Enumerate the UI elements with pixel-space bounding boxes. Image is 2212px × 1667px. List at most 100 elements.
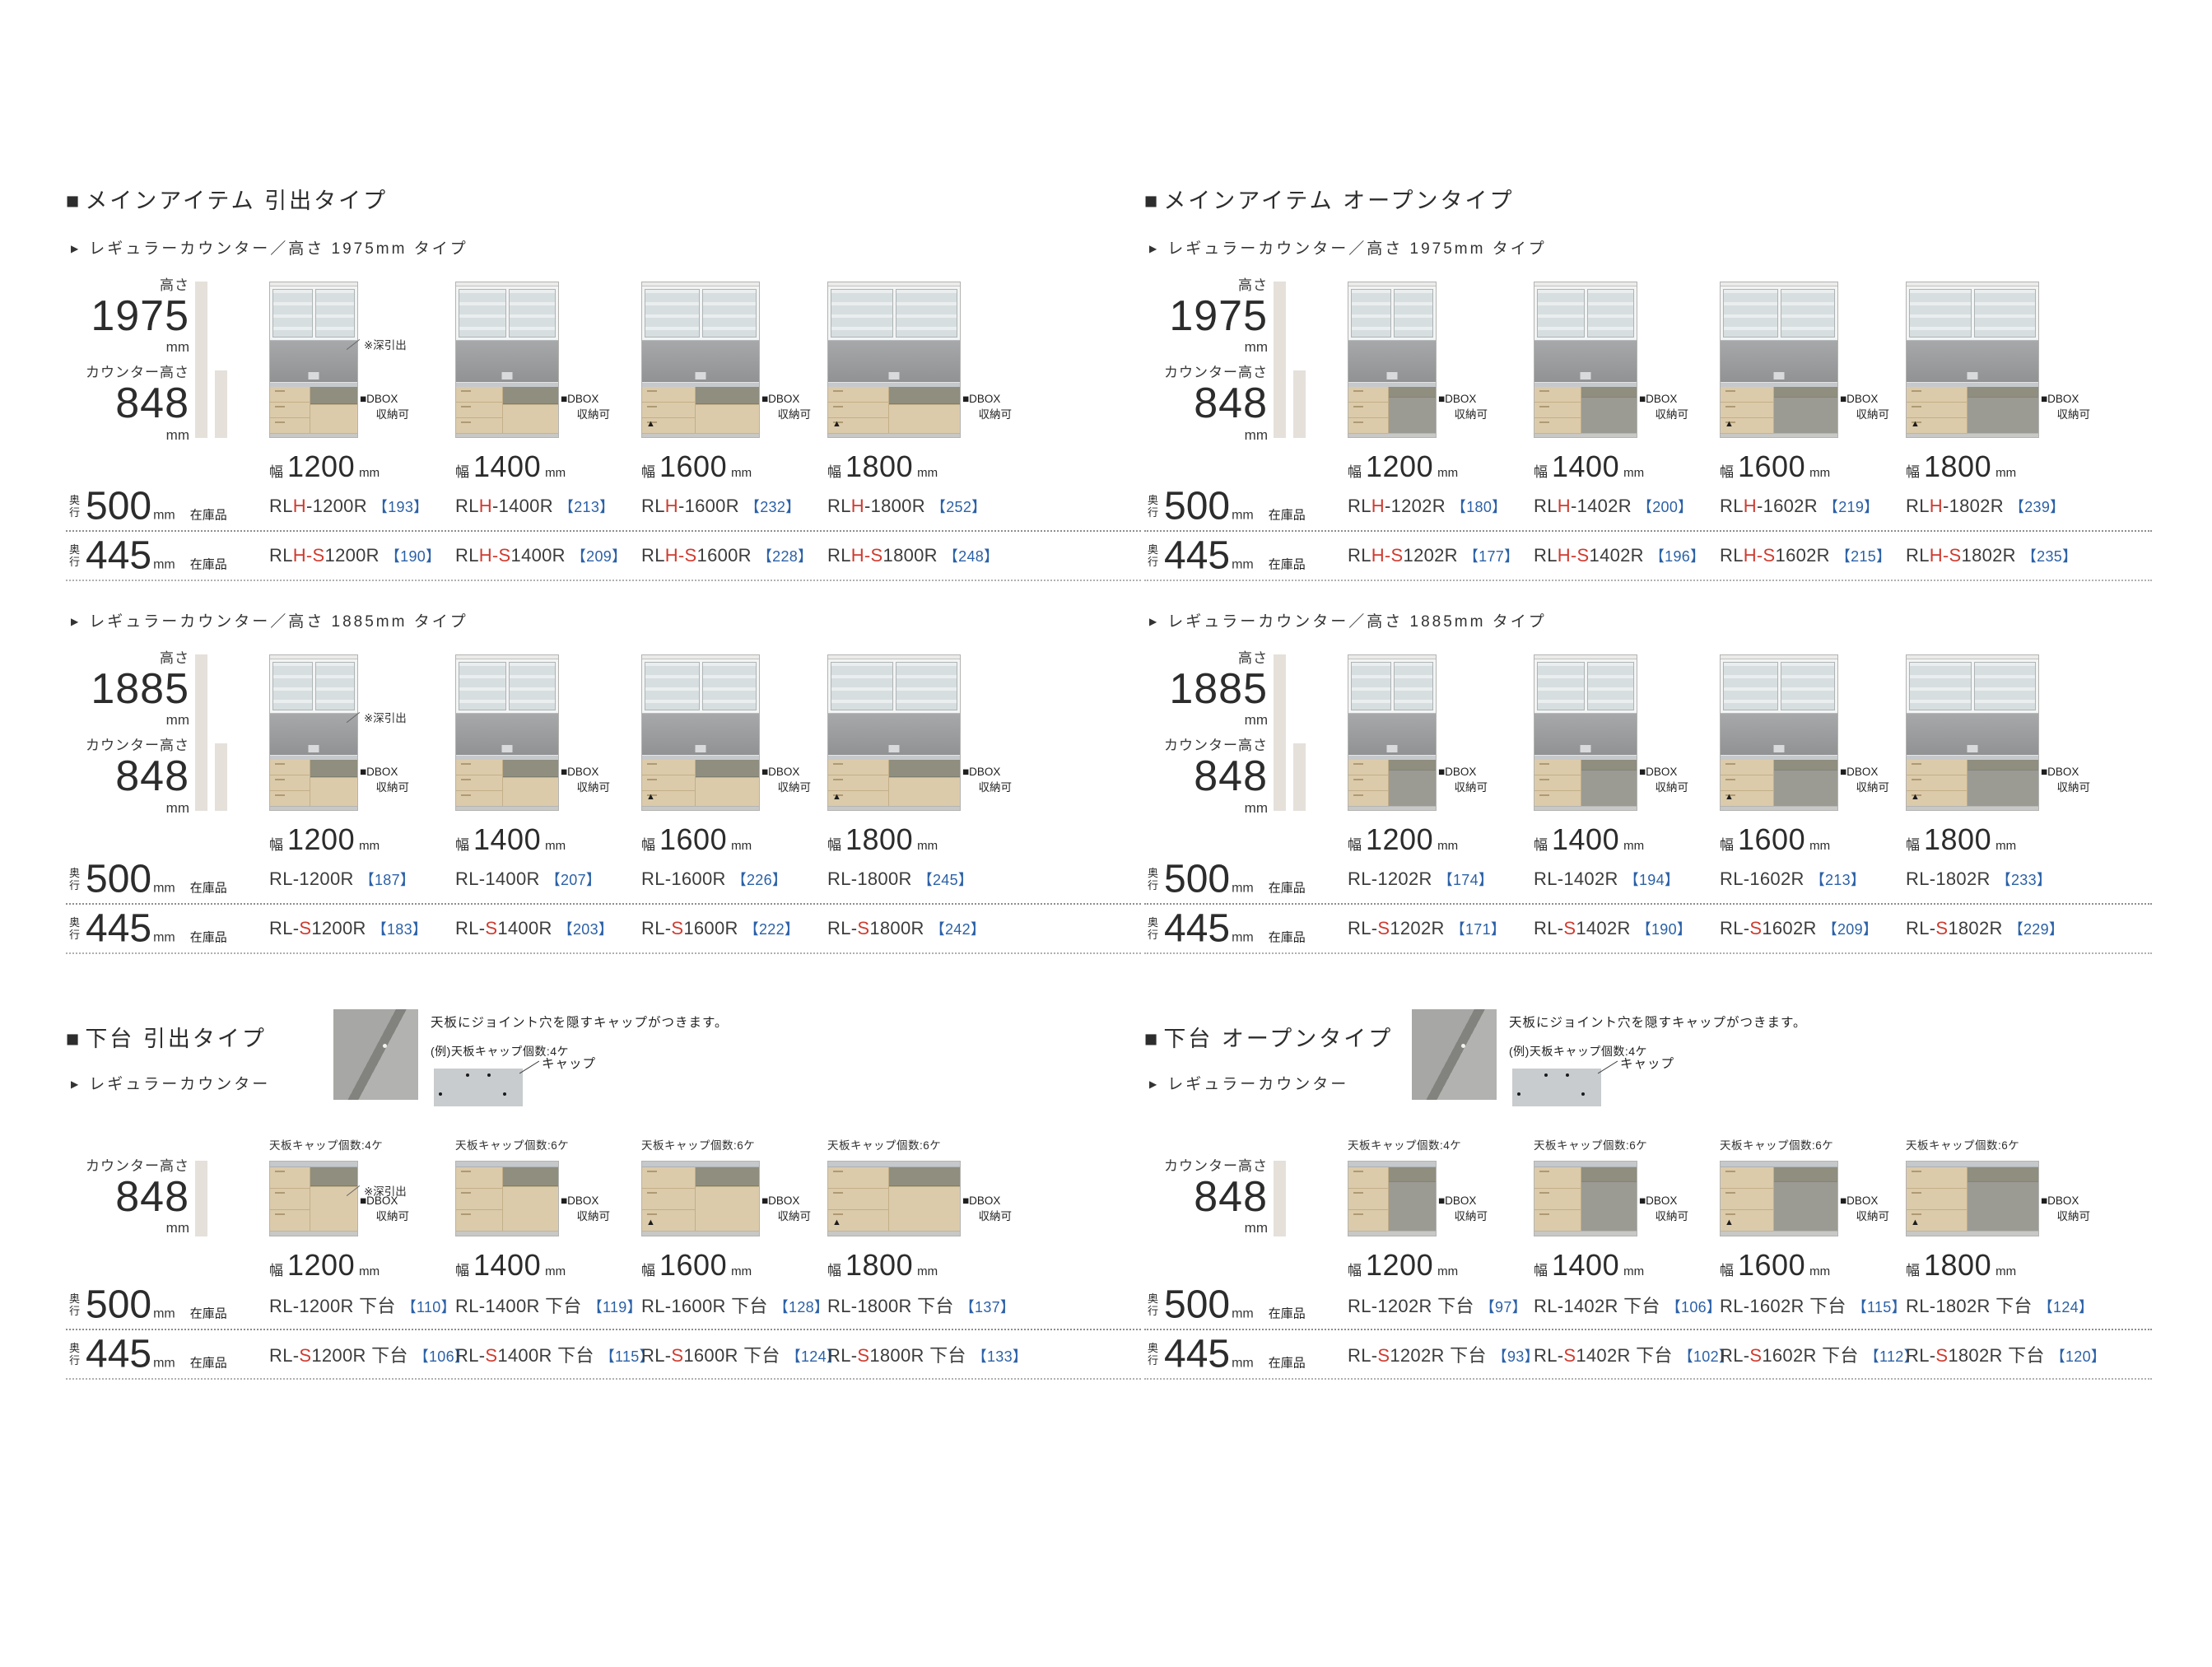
- kick-plate: [1534, 433, 1637, 437]
- product-column: ▲ ■DBOX 収納可 幅 1800 mm: [1906, 282, 2092, 484]
- model-code: 1802R: [1961, 545, 2016, 566]
- drawer: [642, 1210, 695, 1231]
- open-niche: [1388, 760, 1436, 771]
- open-shelf: [1581, 771, 1637, 806]
- deep-drawer-note-text: ※深引出: [364, 1185, 407, 1198]
- group-subtitle-text: レギュラーカウンター／高さ 1975mm タイプ: [1167, 240, 1547, 258]
- width-prefix: 幅: [1348, 1263, 1362, 1278]
- width-unit: mm: [1995, 839, 2017, 853]
- depth-value: 500: [1164, 484, 1231, 529]
- model-row: RL-1202R 下台 【97】 RL-1402R 下台 【106】 RL-1602R …: [1348, 1292, 2093, 1318]
- triangle-right-icon: ▶: [1149, 1078, 1160, 1090]
- open-niche: [310, 387, 357, 405]
- base-right-section: [503, 1167, 558, 1231]
- height-bar: [195, 654, 207, 811]
- model-cell: RL-S1202R 【171】: [1348, 918, 1534, 939]
- model-code: 1802R 下台: [1948, 1345, 2045, 1366]
- price-badge: 【190】: [1636, 921, 1693, 938]
- dbox-note-line1: ■DBOX: [761, 1194, 800, 1207]
- product-column: ■DBOX 収納可 幅 1400 mm: [455, 654, 641, 857]
- open-niche: [310, 760, 357, 778]
- dbox-note: ■DBOX 収納可: [360, 764, 409, 796]
- model-code-red: S: [671, 918, 684, 938]
- triangle-right-icon: ▶: [1149, 243, 1160, 254]
- cabinet-illustration: [1348, 282, 1437, 438]
- dbox-note-line2: 収納可: [1856, 408, 1890, 421]
- model-code: 1200R 下台: [311, 1345, 408, 1366]
- annotations: ■DBOX 収納可: [1437, 282, 1534, 438]
- glass-pane: [645, 289, 700, 338]
- base-cabinet: [1721, 387, 1837, 433]
- drawer: [456, 760, 503, 775]
- product-column: 天板キャップ個数:6ケ ▲: [1720, 1136, 1906, 1283]
- product-column: ▲ ■DBOX 収納可 幅 1600 mm: [641, 654, 827, 857]
- annotations: ■DBOX 収納可: [760, 282, 827, 438]
- model-code: 1400R 下台: [497, 1345, 594, 1366]
- drawer: [1721, 387, 1774, 403]
- glass-pane: [831, 289, 893, 338]
- counter-height-label: カウンター高さ: [86, 1158, 189, 1174]
- cabinet-illustration: [455, 654, 559, 811]
- drawer: [1721, 760, 1774, 775]
- model-code-red: H-S: [1743, 545, 1776, 566]
- drawer-stack: [456, 1167, 504, 1231]
- dbox-note: ■DBOX 収納可: [962, 764, 1012, 796]
- counter-top: [1721, 755, 1837, 760]
- counter-height-label: カウンター高さ: [1164, 365, 1268, 381]
- glass-doors: [642, 659, 759, 714]
- price-badge: 【177】: [1463, 548, 1520, 565]
- model-code: RL-: [827, 918, 858, 938]
- dbox-note: ■DBOX 収納可: [561, 764, 610, 796]
- model-code: 1400R: [497, 918, 552, 938]
- height-unit: mm: [1244, 339, 1268, 356]
- model-row: RLH-S1202R 【177】 RLH-S1402R 【196】 RLH-S1602R…: [1348, 545, 2092, 566]
- dbox-note-line1: ■DBOX: [761, 392, 800, 405]
- base-right-section: [888, 760, 960, 806]
- counter-top: [270, 1162, 357, 1167]
- depth-label-block: 奥行 500 mm 在庫品: [1144, 484, 1306, 529]
- base-door: [696, 1186, 759, 1231]
- drawer-stack: [1534, 760, 1582, 806]
- drawer: [642, 1189, 696, 1210]
- cabinet-top-frame: [1907, 655, 2038, 659]
- base-cabinet: [270, 387, 357, 433]
- kick-plate: [1348, 1231, 1436, 1236]
- counter-top: [1534, 382, 1637, 387]
- group-subtitle-text: レギュラーカウンター／高さ 1975mm タイプ: [89, 240, 468, 258]
- cabinet-top-frame: [1348, 655, 1436, 659]
- kick-plate: [642, 1231, 759, 1236]
- dbox-note: ■DBOX 収納可: [1438, 391, 1488, 423]
- group-1975: ▶ レギュラーカウンター／高さ 1975mm タイプ 高さ 1975 mm カウン…: [66, 236, 1142, 581]
- cabinet-illustration: [269, 282, 358, 438]
- drawer: [456, 791, 502, 806]
- width-prefix: 幅: [1720, 464, 1734, 480]
- open-space: [1967, 760, 2038, 806]
- drawer-stack: [1348, 760, 1389, 806]
- cap-note-line2: (例)天板キャップ個数:4ケ: [431, 1045, 569, 1058]
- drawer-stack: [1907, 1167, 1968, 1231]
- product-column: 天板キャップ個数:4ケ: [1348, 1136, 1534, 1283]
- dbox-note-line1: ■DBOX: [962, 1194, 1001, 1207]
- cap-label: キャップ: [542, 1057, 597, 1071]
- counter-height-label: カウンター高さ: [1164, 738, 1268, 754]
- depth-label: 奥行: [1146, 494, 1158, 519]
- drawer: [642, 387, 696, 403]
- annotations: ■DBOX 収納可: [559, 282, 641, 438]
- width-label: 幅 1600 mm: [1720, 1248, 1906, 1283]
- model-cell: RLH-1600R 【232】: [641, 496, 827, 517]
- product-column: ■DBOX 収納可 幅 1400 mm: [1534, 654, 1720, 857]
- drawer: [456, 1189, 503, 1210]
- cabinet-illustration: ▲: [827, 654, 961, 811]
- price-badge: 【229】: [2008, 921, 2065, 938]
- cap-count-label: 天板キャップ個数:6ケ: [1906, 1139, 2020, 1152]
- height-value: 1975: [91, 292, 189, 341]
- cap-dot: [487, 1073, 491, 1078]
- height-unit: mm: [165, 712, 189, 729]
- width-prefix: 幅: [455, 464, 469, 480]
- product-column: 天板キャップ個数:6ケ: [455, 1136, 641, 1283]
- drawer: [1907, 1210, 1967, 1231]
- glass-pane: [272, 289, 313, 338]
- glass-pane: [645, 662, 700, 710]
- drawer: [270, 403, 310, 418]
- price-badge: 【93】: [1492, 1348, 1539, 1365]
